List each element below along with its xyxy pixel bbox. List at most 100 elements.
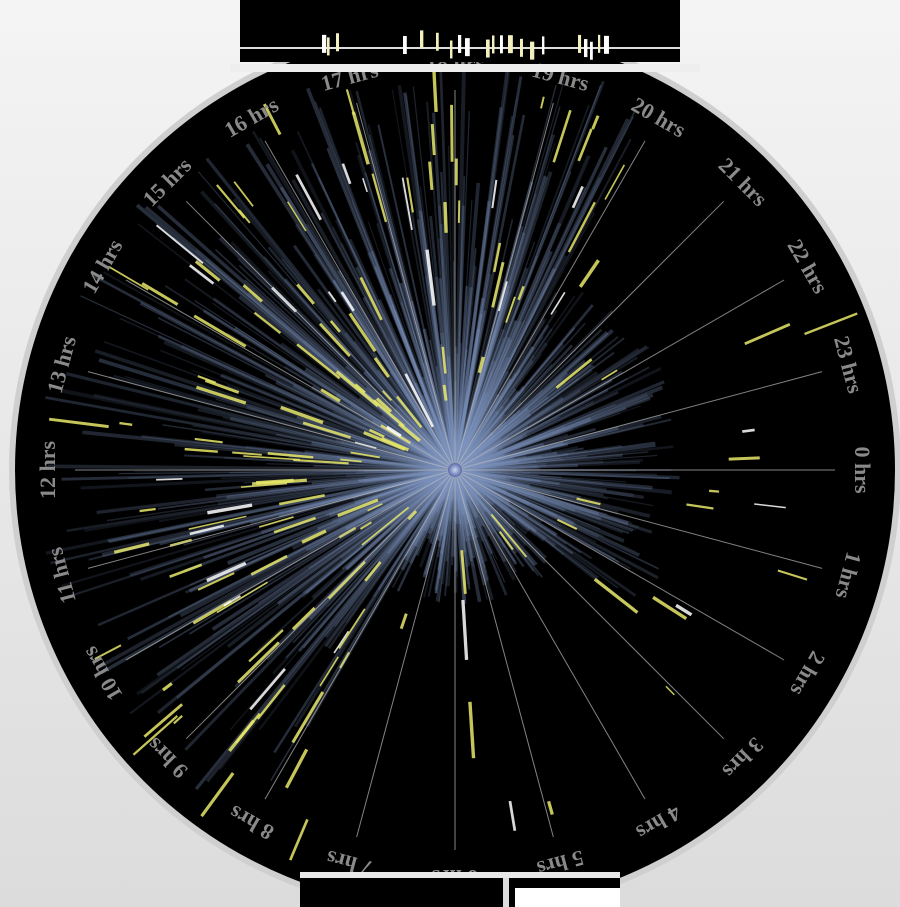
ray (454, 418, 672, 471)
ray (454, 199, 473, 471)
ray (388, 294, 457, 471)
streak (255, 478, 294, 485)
streak (327, 291, 337, 303)
streak (258, 516, 294, 528)
streak (345, 89, 356, 116)
ray (294, 223, 457, 471)
ray (423, 469, 457, 532)
streak (461, 599, 469, 660)
hour-line (125, 469, 456, 661)
streak (216, 184, 246, 219)
ray (453, 469, 488, 563)
ray (454, 468, 602, 521)
ray (445, 469, 457, 562)
ray (427, 469, 456, 597)
ray (454, 353, 542, 471)
ray (403, 391, 456, 471)
ray (454, 469, 496, 506)
ray (454, 468, 659, 580)
ray (185, 468, 456, 594)
streak (375, 397, 393, 413)
bottom-field[interactable] (515, 888, 620, 907)
ray (397, 85, 457, 471)
ray (453, 469, 508, 596)
ray (290, 469, 456, 529)
ray (97, 468, 456, 627)
ray (454, 412, 621, 471)
streak (223, 595, 241, 607)
top-strip (230, 0, 700, 72)
ray (415, 469, 457, 557)
ray (454, 469, 567, 545)
hour-line (454, 469, 725, 740)
ray (391, 89, 456, 471)
ray (302, 469, 456, 649)
ray (267, 246, 456, 471)
ray (453, 297, 485, 471)
ray (389, 468, 457, 527)
ray (328, 468, 456, 518)
ray (453, 285, 469, 471)
streak (207, 503, 253, 515)
streak (195, 385, 247, 405)
streak (253, 311, 282, 334)
ray (251, 130, 457, 471)
ray (454, 458, 644, 472)
ray (454, 441, 656, 471)
ray (453, 469, 473, 562)
streak (368, 428, 385, 439)
ray (448, 469, 456, 522)
ray (65, 371, 456, 472)
ray (454, 469, 609, 500)
ray (454, 468, 510, 509)
ray (47, 464, 456, 472)
ray (453, 287, 472, 471)
ray (454, 367, 662, 472)
ray (453, 469, 506, 549)
ray (302, 469, 456, 598)
ray (454, 451, 649, 471)
streak (380, 437, 409, 452)
ray (454, 389, 582, 472)
ray (285, 469, 456, 659)
ray (454, 468, 510, 481)
streak (441, 346, 447, 374)
ray (454, 468, 604, 497)
ray (227, 332, 456, 471)
ray (348, 238, 457, 471)
ray (453, 468, 496, 504)
ray (356, 154, 457, 471)
streak (295, 173, 322, 221)
ray (454, 327, 547, 471)
ray (453, 390, 471, 471)
ray (260, 468, 456, 535)
ray (454, 469, 493, 496)
ray (313, 464, 456, 472)
ray (453, 313, 483, 471)
ray (437, 469, 457, 547)
ray (453, 390, 520, 472)
ray (454, 469, 488, 574)
ray (453, 397, 511, 472)
ray (319, 106, 456, 471)
strip-bar (500, 35, 503, 54)
strip-bar (486, 39, 490, 58)
ray (311, 468, 456, 485)
ray (454, 336, 544, 471)
ray (327, 469, 457, 649)
ray (397, 404, 457, 471)
ray (221, 469, 456, 479)
streak (351, 111, 370, 165)
ray (454, 468, 557, 547)
ray (453, 200, 491, 471)
ray (424, 276, 457, 471)
ray (454, 468, 653, 490)
strip-border (230, 64, 700, 72)
ray (454, 369, 522, 471)
streak (396, 395, 423, 429)
ray (454, 469, 630, 535)
ray (454, 389, 525, 471)
ray (80, 468, 456, 490)
ray (364, 468, 456, 529)
streak (354, 441, 377, 449)
